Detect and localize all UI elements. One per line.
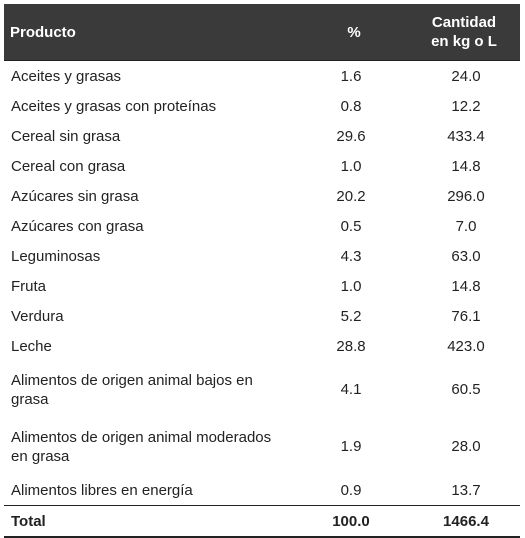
cell-producto: Fruta [11, 277, 47, 295]
table-row: Azúcares con grasa 0.5 7.0 [4, 211, 520, 241]
table-row: Cereal con grasa 1.0 14.8 [4, 151, 520, 181]
header-producto: Producto [10, 23, 76, 41]
table-row: Alimentos libres en energía 0.9 13.7 [4, 475, 520, 505]
cell-producto: Azúcares con grasa [11, 217, 144, 235]
cell-pct: 5.2 [340, 307, 362, 325]
cell-pct: 4.3 [340, 247, 362, 265]
cell-pct: 20.2 [336, 187, 366, 205]
cell-producto: Alimentos de origen animal bajos en gras… [11, 371, 253, 408]
cell-cantidad: 7.0 [455, 217, 477, 235]
header-cantidad-line2: en kg o L [431, 33, 497, 50]
cell-producto: Alimentos de origen animal moderados en … [11, 428, 272, 465]
table-row: Azúcares sin grasa 20.2 296.0 [4, 181, 520, 211]
cell-producto: Verdura [11, 307, 64, 325]
table-row: Leche 28.8 423.0 [4, 331, 520, 361]
table-row: Verdura 5.2 76.1 [4, 301, 520, 331]
cell-pct: 1.0 [340, 277, 362, 295]
table-row: Aceites y grasas con proteínas 0.8 12.2 [4, 91, 520, 121]
cell-producto: Alimentos libres en energía [11, 481, 193, 499]
table-header: Producto % Cantidad en kg o L [4, 4, 520, 60]
cell-pct: 28.8 [336, 337, 366, 355]
table-row: Alimentos de origen animal bajos en gras… [4, 361, 520, 418]
food-table: Producto % Cantidad en kg o L Aceites y … [4, 4, 520, 538]
cell-producto: Azúcares sin grasa [11, 187, 139, 205]
cell-producto: Cereal con grasa [11, 157, 126, 175]
header-pct: % [347, 23, 361, 41]
cell-pct: 1.0 [340, 157, 362, 175]
cell-cantidad: 423.0 [447, 337, 485, 355]
table-row: Aceites y grasas 1.6 24.0 [4, 61, 520, 91]
cell-cantidad: 28.0 [451, 438, 481, 455]
cell-producto: Cereal sin grasa [11, 127, 121, 145]
cell-cantidad: 76.1 [451, 307, 481, 325]
cell-pct: 4.1 [340, 381, 362, 398]
cell-cantidad: 24.0 [451, 67, 481, 85]
total-row: Total 100.0 1466.4 [4, 505, 520, 538]
header-cantidad: Cantidad en kg o L [408, 13, 520, 51]
total-label: Total [11, 512, 46, 530]
cell-cantidad: 60.5 [451, 381, 481, 398]
header-separator [4, 60, 520, 61]
cell-pct: 1.9 [340, 438, 362, 455]
cell-producto: Leguminosas [11, 247, 101, 265]
header-cantidad-line1: Cantidad [431, 14, 497, 31]
cell-cantidad: 14.8 [451, 157, 481, 175]
cell-pct: 0.5 [340, 217, 362, 235]
cell-cantidad: 13.7 [451, 481, 481, 499]
cell-cantidad: 12.2 [451, 97, 481, 115]
table-row: Cereal sin grasa 29.6 433.4 [4, 121, 520, 151]
cell-cantidad: 63.0 [451, 247, 481, 265]
table-row: Alimentos de origen animal moderados en … [4, 418, 520, 475]
table-row: Leguminosas 4.3 63.0 [4, 241, 520, 271]
cell-cantidad: 14.8 [451, 277, 481, 295]
cell-cantidad: 433.4 [447, 127, 485, 145]
total-cantidad: 1466.4 [443, 512, 489, 530]
cell-producto: Aceites y grasas [11, 67, 122, 85]
cell-pct: 0.8 [340, 97, 362, 115]
cell-cantidad: 296.0 [447, 187, 485, 205]
cell-pct: 29.6 [336, 127, 366, 145]
cell-producto: Leche [11, 337, 52, 355]
table-row: Fruta 1.0 14.8 [4, 271, 520, 301]
cell-pct: 0.9 [340, 481, 362, 499]
cell-producto: Aceites y grasas con proteínas [11, 97, 217, 115]
cell-pct: 1.6 [340, 67, 362, 85]
total-pct: 100.0 [332, 512, 370, 530]
